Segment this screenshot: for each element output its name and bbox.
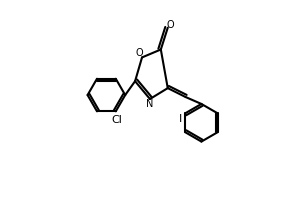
Text: O: O (167, 20, 175, 30)
Text: N: N (146, 99, 154, 109)
Text: O: O (135, 48, 143, 58)
Text: I: I (179, 114, 182, 124)
Text: Cl: Cl (111, 115, 122, 125)
